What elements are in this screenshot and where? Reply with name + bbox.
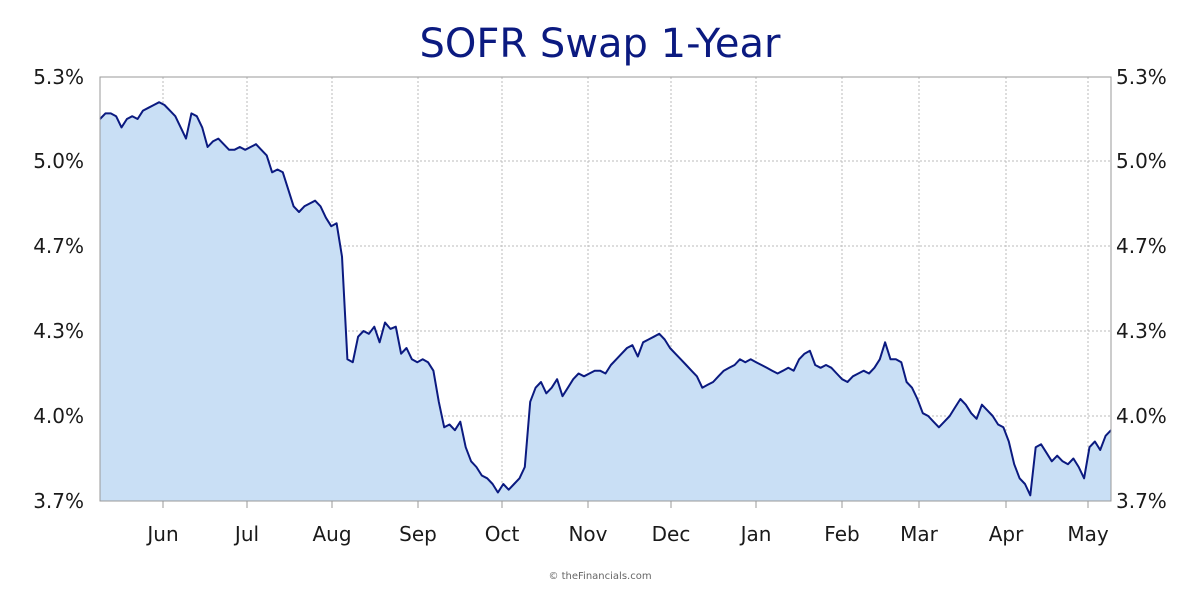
plot-border (99, 76, 1112, 502)
y-tick-label-right: 5.0% (1116, 149, 1167, 173)
series-line (99, 101, 1112, 497)
y-tick-label-right: 4.0% (1116, 404, 1167, 428)
series-area (100, 102, 1111, 501)
axis-labels: 3.7% 3.7% 4.0% 4.0% 4.3% 4.3% 4.7% 4.7% 5.0% 5.0%… (33, 65, 1167, 546)
x-tick-label: Jan (739, 522, 772, 546)
y-tick-label-left: 4.3% (33, 319, 84, 343)
x-tick-label: Jul (233, 522, 259, 546)
chart-credit: © theFinancials.com (548, 571, 651, 582)
x-tick-label: Jun (145, 522, 178, 546)
x-tick-label: Oct (485, 522, 520, 546)
y-tick-label-left: 5.0% (33, 149, 84, 173)
axis-ticks (162, 501, 1089, 508)
y-tick-label-right: 4.7% (1116, 234, 1167, 258)
x-tick-label: Apr (989, 522, 1024, 546)
x-tick-label: May (1067, 522, 1109, 546)
x-tick-label: Mar (900, 522, 939, 546)
x-tick-label: Feb (824, 522, 859, 546)
x-tick-label: Dec (652, 522, 691, 546)
y-tick-label-right: 3.7% (1116, 489, 1167, 513)
y-tick-label-right: 5.3% (1116, 65, 1167, 89)
x-tick-label: Sep (399, 522, 437, 546)
x-tick-label: Aug (312, 522, 351, 546)
y-tick-label-right: 4.3% (1116, 319, 1167, 343)
y-tick-label-left: 4.7% (33, 234, 84, 258)
x-tick-label: Nov (568, 522, 607, 546)
y-tick-label-left: 4.0% (33, 404, 84, 428)
y-tick-label-left: 3.7% (33, 489, 84, 513)
chart-title: SOFR Swap 1-Year (420, 21, 781, 67)
y-tick-label-left: 5.3% (33, 65, 84, 89)
